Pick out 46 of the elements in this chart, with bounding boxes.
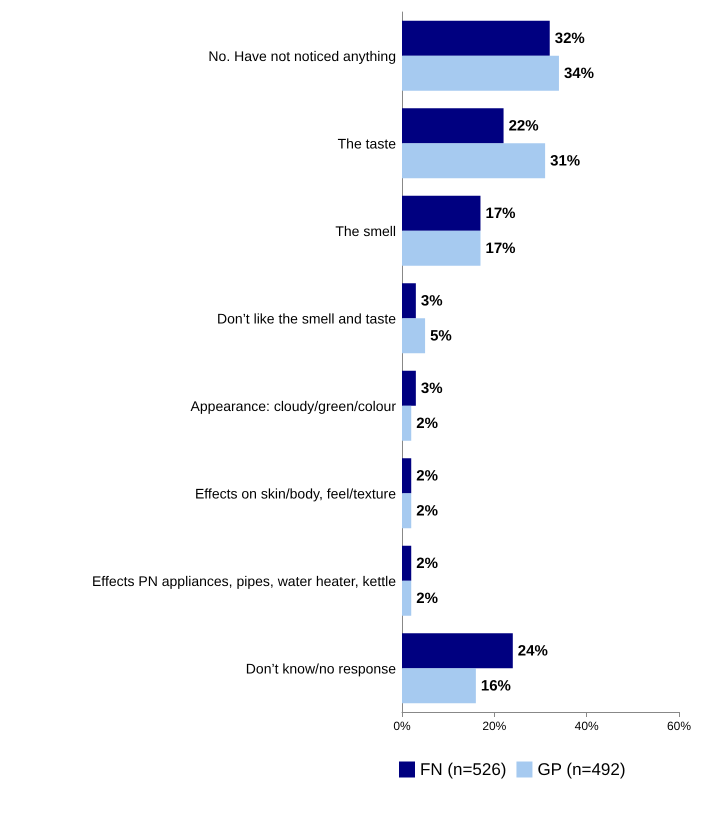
bar bbox=[402, 370, 416, 406]
legend-label: FN (n=526) bbox=[420, 760, 506, 779]
bar bbox=[402, 108, 504, 144]
legend-label: GP (n=492) bbox=[537, 760, 626, 779]
y-tick-label: Don’t like the smell and taste bbox=[217, 310, 396, 326]
data-label: 17% bbox=[485, 204, 516, 222]
y-tick-label: The smell bbox=[335, 222, 396, 239]
data-label: 2% bbox=[416, 414, 438, 432]
x-tick-label: 0% bbox=[393, 719, 411, 733]
y-tick-label: Effects on skin/body, feel/texture bbox=[194, 485, 396, 502]
y-tick-label: Effects PN appliances, pipes, water heater, kettle bbox=[92, 572, 396, 589]
data-label: 32% bbox=[554, 30, 585, 47]
bar bbox=[402, 580, 412, 616]
data-label: 2% bbox=[416, 502, 438, 520]
data-label: 3% bbox=[420, 380, 443, 397]
bar bbox=[402, 196, 480, 231]
bar bbox=[402, 458, 412, 494]
x-tick-label: 20% bbox=[482, 719, 507, 733]
data-label: 16% bbox=[480, 677, 511, 694]
x-tick-label: 60% bbox=[666, 719, 692, 733]
bar bbox=[402, 546, 412, 581]
y-tick-label: The taste bbox=[338, 135, 396, 152]
data-label: 2% bbox=[416, 467, 438, 484]
data-label: 2% bbox=[416, 590, 438, 607]
data-label: 3% bbox=[420, 292, 443, 310]
x-tick-label: 40% bbox=[574, 719, 599, 733]
bar bbox=[402, 406, 412, 441]
bar bbox=[402, 143, 546, 178]
data-label: 34% bbox=[564, 64, 594, 82]
bar bbox=[402, 668, 476, 704]
data-label: 17% bbox=[485, 240, 516, 257]
bar bbox=[402, 56, 559, 91]
data-label: 22% bbox=[508, 117, 539, 134]
bar bbox=[402, 283, 416, 318]
data-label: 24% bbox=[518, 642, 548, 660]
bar bbox=[402, 20, 550, 56]
data-label: 2% bbox=[416, 554, 438, 572]
data-label: 5% bbox=[430, 327, 452, 344]
bar bbox=[402, 230, 480, 266]
y-tick-label: Appearance: cloudy/green/colour bbox=[190, 398, 396, 414]
data-label: 31% bbox=[550, 152, 580, 170]
bar bbox=[402, 633, 513, 668]
bar bbox=[402, 318, 426, 354]
y-tick-label: No. Have not noticed anything bbox=[208, 48, 396, 64]
y-tick-label: Don’t know/no response bbox=[246, 660, 396, 676]
bar bbox=[402, 493, 412, 528]
